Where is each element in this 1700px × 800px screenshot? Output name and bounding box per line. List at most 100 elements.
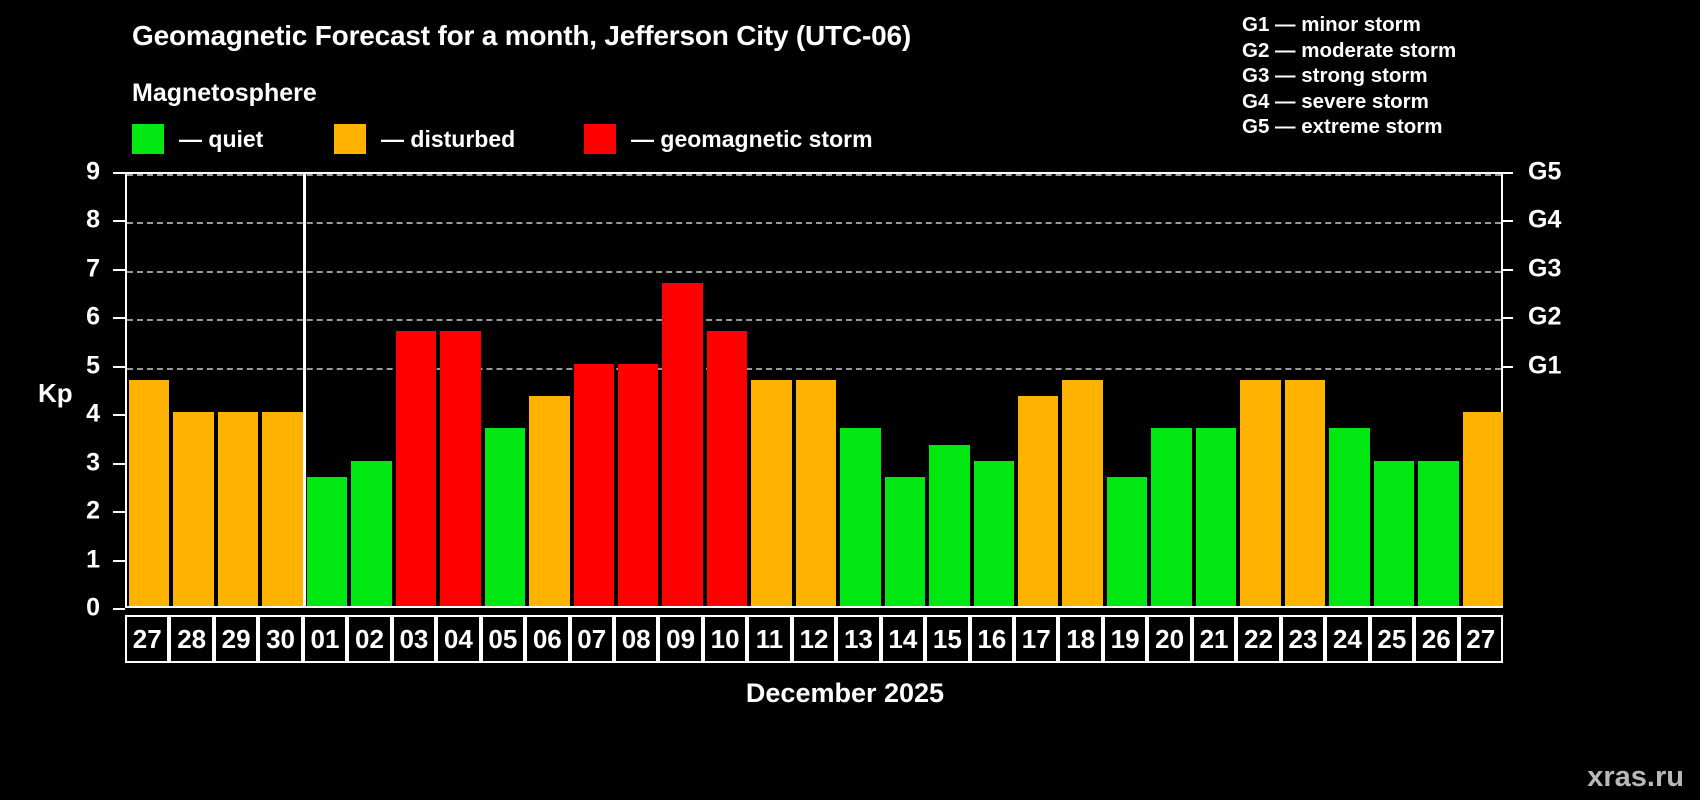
- x-axis-day-label[interactable]: 28: [169, 615, 214, 663]
- x-axis-day-label[interactable]: 01: [302, 615, 348, 663]
- legend-label-disturbed: — disturbed: [381, 125, 516, 152]
- bar-24[interactable]: [1329, 428, 1370, 606]
- storm-scale-row: G3 — strong storm: [1242, 64, 1428, 87]
- bar-02[interactable]: [351, 460, 392, 606]
- y-axis-tick-label: 0: [86, 593, 100, 622]
- bar-23[interactable]: [1284, 379, 1326, 606]
- bar-06[interactable]: [529, 396, 570, 606]
- x-axis-day-label[interactable]: 25: [1369, 615, 1415, 663]
- bar-27[interactable]: [129, 379, 170, 606]
- y-axis-tickmark: [113, 608, 125, 610]
- bar-21[interactable]: [1195, 428, 1237, 606]
- bar-12[interactable]: [795, 379, 837, 606]
- x-axis-day-label[interactable]: 13: [836, 615, 881, 663]
- y-axis-tickmark: [113, 462, 125, 465]
- x-axis-day-label[interactable]: 04: [436, 615, 481, 663]
- bar-27[interactable]: [1462, 412, 1503, 606]
- x-axis-day-label[interactable]: 21: [1191, 615, 1237, 663]
- x-axis-day-label[interactable]: 27: [125, 615, 170, 663]
- x-axis-day-label[interactable]: 05: [480, 615, 526, 663]
- bar-26[interactable]: [1418, 460, 1459, 606]
- y-axis-tickmark: [113, 559, 125, 562]
- x-axis-day-label[interactable]: 11: [747, 615, 792, 663]
- y-axis-tickmark: [113, 268, 125, 271]
- x-axis-day-label[interactable]: 20: [1147, 615, 1192, 663]
- bar-05[interactable]: [484, 428, 526, 606]
- x-axis-day-label[interactable]: 24: [1325, 615, 1370, 663]
- legend-item-storm[interactable]: — geomagnetic storm: [584, 124, 873, 154]
- bar-22[interactable]: [1240, 379, 1281, 606]
- bar-29[interactable]: [217, 412, 259, 606]
- bar-18[interactable]: [1062, 379, 1103, 606]
- y-axis-tickmark: [113, 220, 125, 223]
- bar-20[interactable]: [1151, 428, 1192, 606]
- bar-13[interactable]: [840, 428, 881, 606]
- x-axis-day-label[interactable]: 03: [391, 615, 437, 663]
- g-axis-tickmark: [1501, 172, 1513, 174]
- gridline: [127, 367, 1501, 370]
- y-axis-tick-label: 3: [86, 448, 100, 477]
- y-axis-tick-label: 6: [86, 302, 100, 331]
- y-axis-labels: 0 1 2 3 4 5 6 7 8 9: [0, 158, 118, 622]
- y-axis-tickmark: [113, 365, 125, 368]
- bar-01[interactable]: [306, 476, 348, 606]
- x-axis-day-label[interactable]: 18: [1058, 615, 1103, 663]
- x-axis-day-label[interactable]: 15: [925, 615, 970, 663]
- g-axis-tick-label: G1: [1528, 351, 1562, 380]
- storm-scale-legend: G1 — minor storm G2 — moderate storm G3 — …: [1242, 12, 1456, 140]
- g-axis-tickmark: [1501, 317, 1513, 320]
- legend-item-disturbed[interactable]: — disturbed: [334, 124, 515, 154]
- x-axis-day-label[interactable]: 23: [1280, 615, 1326, 663]
- bar-07[interactable]: [573, 363, 614, 606]
- bar-28[interactable]: [173, 412, 214, 606]
- bar-10[interactable]: [706, 331, 748, 606]
- bar-25[interactable]: [1373, 460, 1415, 606]
- legend-label-quiet: — quiet: [179, 125, 264, 152]
- storm-scale-row: G5 — extreme storm: [1242, 115, 1443, 138]
- bar-03[interactable]: [395, 331, 437, 606]
- bar-04[interactable]: [440, 331, 481, 606]
- x-axis-day-label[interactable]: 14: [880, 615, 926, 663]
- x-axis-day-label[interactable]: 09: [658, 615, 703, 663]
- bar-14[interactable]: [884, 476, 926, 606]
- x-axis-day-label[interactable]: 08: [613, 615, 659, 663]
- y-axis-tick-label: 9: [86, 157, 100, 186]
- magnetosphere-heading: Magnetosphere: [132, 79, 317, 107]
- y-axis-tick-label: 5: [86, 351, 100, 380]
- x-axis-day-label[interactable]: 02: [347, 615, 392, 663]
- bar-08[interactable]: [617, 363, 659, 606]
- legend-swatch-disturbed-icon: [334, 124, 366, 154]
- watermark: xras.ru: [1587, 761, 1684, 793]
- bars-layer: [127, 174, 1503, 606]
- plot-inner: [127, 174, 1503, 606]
- page-title: Geomagnetic Forecast for a month, Jeffer…: [132, 20, 911, 51]
- x-axis-day-label[interactable]: 27: [1458, 615, 1503, 663]
- legend-swatch-quiet-icon: [132, 124, 164, 154]
- x-axis-day-label[interactable]: 12: [791, 615, 837, 663]
- x-axis-day-label[interactable]: 10: [702, 615, 748, 663]
- y-axis-tick-label: 8: [86, 205, 100, 234]
- g-axis-tick-label: G2: [1528, 302, 1562, 331]
- x-axis-day-label[interactable]: 29: [213, 615, 259, 663]
- g-axis-tick-label: G3: [1528, 254, 1562, 283]
- x-axis-day-label[interactable]: 30: [258, 615, 303, 663]
- bar-15[interactable]: [929, 444, 970, 606]
- bar-17[interactable]: [1018, 396, 1059, 606]
- x-axis-day-label[interactable]: 22: [1236, 615, 1281, 663]
- x-axis-day-label[interactable]: 19: [1102, 615, 1148, 663]
- legend-item-quiet[interactable]: — quiet: [132, 124, 263, 154]
- x-axis-day-label[interactable]: 06: [525, 615, 570, 663]
- bar-16[interactable]: [973, 460, 1015, 606]
- y-axis-tick-label: 4: [86, 399, 100, 428]
- x-axis-day-label[interactable]: 17: [1014, 615, 1059, 663]
- bar-11[interactable]: [751, 379, 792, 606]
- bar-09[interactable]: [662, 282, 703, 606]
- x-axis-day-label[interactable]: 16: [969, 615, 1015, 663]
- legend-label-storm: — geomagnetic storm: [631, 125, 873, 152]
- bar-19[interactable]: [1106, 476, 1148, 606]
- storm-scale-row: G2 — moderate storm: [1242, 38, 1457, 62]
- x-axis-day-label[interactable]: 07: [569, 615, 614, 663]
- x-axis-day-label[interactable]: 26: [1414, 615, 1459, 663]
- y-axis-tickmark: [113, 317, 125, 320]
- bar-30[interactable]: [262, 412, 303, 606]
